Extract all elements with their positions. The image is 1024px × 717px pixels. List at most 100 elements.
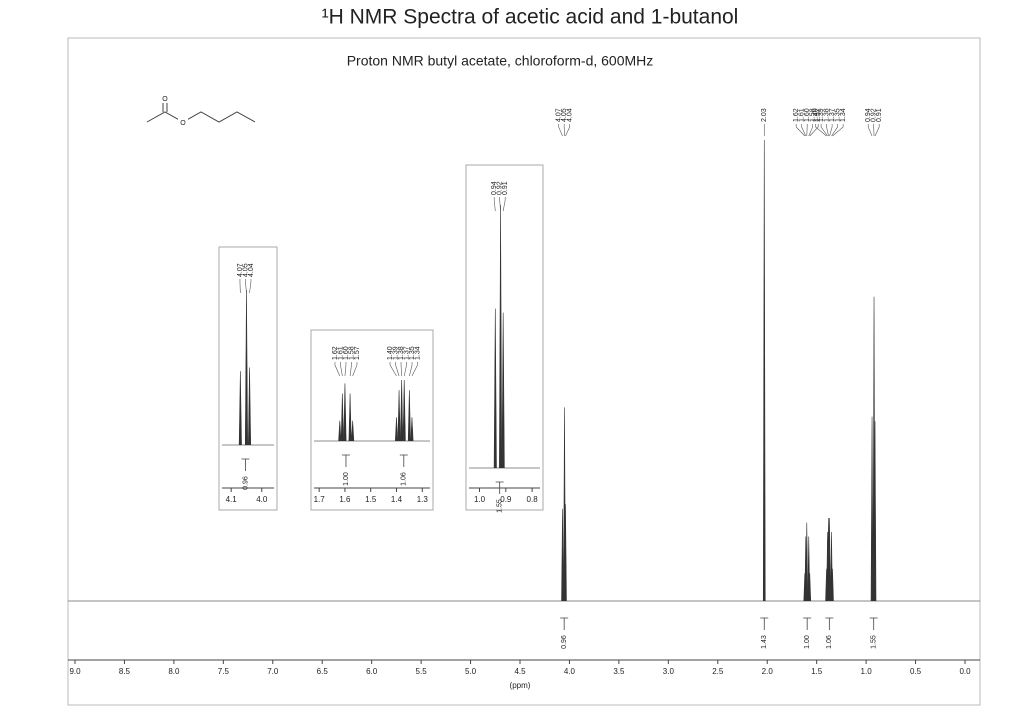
peak-leader xyxy=(349,362,352,377)
atom-bg xyxy=(178,118,188,127)
peak-label: 0.92 xyxy=(497,181,504,195)
peak-label: 1.39 xyxy=(392,346,399,360)
peak-leader xyxy=(352,362,358,377)
x-axis-label: (ppm) xyxy=(510,681,531,690)
peak xyxy=(808,573,812,602)
integral xyxy=(495,481,504,494)
peak-label: 4.05 xyxy=(242,263,249,277)
x-tick-label: 6.0 xyxy=(366,667,378,676)
peak xyxy=(564,504,567,602)
peak xyxy=(400,379,404,442)
integral xyxy=(803,617,812,630)
peak-label: 0.92 xyxy=(871,108,878,122)
peak-label: 0.94 xyxy=(865,108,872,122)
x-tick-label: 3.5 xyxy=(613,667,625,676)
structure xyxy=(146,103,256,123)
chart-subtitle: Proton NMR butyl acetate, chloroform-d, … xyxy=(347,53,654,69)
peak-label: 1.34 xyxy=(414,346,421,360)
integral-label: 0.96 xyxy=(242,476,249,490)
integral-label: 1.06 xyxy=(826,635,833,649)
inset-tick-label: 0.9 xyxy=(500,495,512,504)
x-tick-label: 0.5 xyxy=(910,667,922,676)
peak-label: 1.58 xyxy=(348,346,355,360)
integral-label: 1.00 xyxy=(804,635,811,649)
peak xyxy=(828,518,831,602)
integral-label: 1.43 xyxy=(761,635,768,649)
peak-label: 0.91 xyxy=(502,181,509,195)
peak-leader xyxy=(826,124,829,137)
x-tick-label: 8.5 xyxy=(119,667,131,676)
peak-label: 1.60 xyxy=(343,346,350,360)
peak-label: 1.35 xyxy=(409,346,416,360)
inset-tick-label: 1.7 xyxy=(314,495,326,504)
x-tick-label: 7.0 xyxy=(267,667,279,676)
integral xyxy=(869,617,878,630)
peak-leader xyxy=(832,124,844,137)
peak-leader xyxy=(831,124,838,137)
inset-tick-label: 1.4 xyxy=(391,495,403,504)
atom-label: O xyxy=(180,120,186,127)
x-tick-label: 9.0 xyxy=(69,667,81,676)
peak xyxy=(351,420,355,442)
peak-leader xyxy=(867,124,873,137)
peak-leader xyxy=(874,124,880,137)
integral-label: 0.96 xyxy=(561,635,568,649)
peak xyxy=(238,371,242,446)
chart-title: ¹H NMR Spectra of acetic acid and 1-buta… xyxy=(322,6,739,29)
peak-leader xyxy=(389,362,397,377)
peak xyxy=(248,367,252,446)
x-tick-label: 3.0 xyxy=(663,667,675,676)
peak xyxy=(407,390,411,442)
peak-label: 1.57 xyxy=(354,346,361,360)
peak-leader xyxy=(808,124,813,137)
peak xyxy=(501,312,505,469)
peak-leader xyxy=(565,124,570,137)
peak xyxy=(340,393,344,442)
peak xyxy=(561,508,564,602)
peak-label: 1.57 xyxy=(815,108,822,122)
atom-bg xyxy=(159,94,171,103)
x-tick-label: 5.5 xyxy=(416,667,428,676)
peak-label: 1.37 xyxy=(829,108,836,122)
peak-leader xyxy=(829,124,833,137)
peak-leader xyxy=(409,362,413,377)
peak-leader xyxy=(502,197,506,212)
integral xyxy=(399,454,408,467)
peak-leader xyxy=(795,124,806,137)
x-tick-label: 4.5 xyxy=(514,667,526,676)
peak-leader xyxy=(344,362,347,377)
integral xyxy=(825,617,834,630)
peak-leader xyxy=(395,362,400,377)
peak-leader xyxy=(249,279,252,294)
peak xyxy=(394,417,398,442)
peak-label: 0.91 xyxy=(876,108,883,122)
bond-chain xyxy=(146,111,256,123)
peak xyxy=(831,568,834,602)
frame xyxy=(67,37,981,706)
peak-label: 2.03 xyxy=(761,108,768,122)
peak xyxy=(397,390,401,442)
peak-label: 1.39 xyxy=(818,108,825,122)
peak-label: 4.07 xyxy=(237,263,244,277)
peak xyxy=(499,204,503,469)
inset-tick-label: 1.6 xyxy=(339,495,351,504)
inset-tick-label: 4.0 xyxy=(256,495,268,504)
peak xyxy=(873,421,877,602)
peak xyxy=(410,417,414,442)
integral xyxy=(760,617,769,630)
peak-label: 1.61 xyxy=(799,108,806,122)
peak-label: 1.58 xyxy=(810,108,817,122)
peak-leader xyxy=(499,197,501,212)
x-tick-label: 2.0 xyxy=(762,667,774,676)
peak xyxy=(493,308,497,469)
peak-label: 1.38 xyxy=(823,108,830,122)
inset-frame xyxy=(310,329,434,511)
integral-label: 1.00 xyxy=(343,472,350,486)
x-tick-label: 1.5 xyxy=(811,667,823,676)
inset-tick-label: 4.1 xyxy=(226,495,238,504)
peak xyxy=(402,379,406,442)
inset-tick-label: 0.8 xyxy=(527,495,539,504)
peak-label: 4.04 xyxy=(248,263,255,277)
peak-label: 0.94 xyxy=(491,181,498,195)
peak-leader xyxy=(558,124,563,137)
